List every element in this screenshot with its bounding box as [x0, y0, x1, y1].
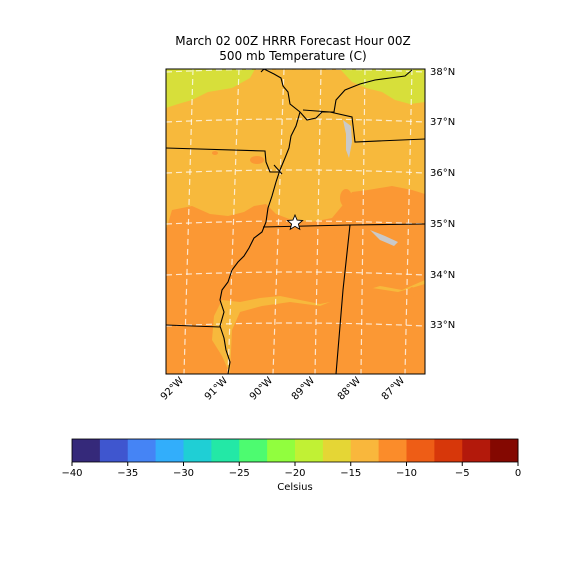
boundary-missouri-arkansas	[166, 147, 280, 173]
boundary-kentucky-tennessee	[302, 109, 425, 143]
colorbar	[72, 439, 519, 462]
field-warm-blob	[409, 287, 415, 297]
latitude-labels: 38°N 37°N 36°N 35°N 34°N 33°N	[430, 67, 455, 331]
colorbar-tick-label: 0	[515, 468, 521, 479]
colorbar-segment	[267, 439, 296, 462]
colorbar-ticks: −40 −35 −30 −25 −20 −15 −10 −5 0	[61, 462, 521, 479]
field-light-band-northwest	[166, 69, 255, 108]
colorbar-segment	[127, 439, 157, 462]
graticule	[166, 69, 425, 374]
field-warm-blob	[323, 232, 337, 250]
lon-label: 87°W	[380, 375, 407, 402]
state-boundaries	[166, 69, 425, 374]
colorbar-tick-label: −30	[173, 468, 194, 479]
colorbar-segment	[295, 439, 324, 462]
lat-label: 38°N	[430, 67, 455, 78]
colorbar-tick-label: −20	[284, 468, 305, 479]
colorbar-segment	[434, 439, 463, 462]
colorbar-segment	[378, 439, 408, 462]
lon-label: 91°W	[203, 375, 230, 402]
colorbar-label: Celsius	[277, 482, 312, 493]
field-warm-blob	[340, 189, 352, 207]
mississippi-river	[219, 111, 301, 374]
field-warm-band-southeast	[230, 284, 425, 374]
colorbar-tick-label: −25	[229, 468, 250, 479]
lat-label: 37°N	[430, 117, 455, 128]
colorbar-tick-label: −15	[340, 468, 361, 479]
field-warm-blob	[250, 156, 264, 164]
field-light-band-northeast	[340, 69, 425, 104]
chart-title: March 02 00Z HRRR Forecast Hour 00Z	[175, 34, 411, 48]
colorbar-tick-label: −35	[117, 468, 138, 479]
colorbar-segment	[183, 439, 212, 462]
lon-label: 90°W	[248, 375, 275, 402]
colorbar-segment	[239, 439, 268, 462]
temperature-field	[166, 69, 425, 374]
colorbar-segment	[211, 439, 240, 462]
colorbar-segment	[322, 439, 352, 462]
lat-label: 36°N	[430, 168, 455, 179]
colorbar-segment	[406, 439, 435, 462]
colorbar-segment	[462, 439, 491, 462]
chart-subtitle: 500 mb Temperature (C)	[219, 49, 367, 63]
lat-label: 33°N	[430, 320, 455, 331]
boundary-mississippi-alabama	[335, 224, 351, 374]
lake-pickwick	[370, 230, 398, 246]
colorbar-segment	[490, 439, 519, 462]
lat-label: 34°N	[430, 270, 455, 281]
lake-kentucky	[343, 120, 352, 158]
colorbar-tick-label: −5	[455, 468, 470, 479]
map-frame	[165, 68, 426, 375]
colorbar-segment	[350, 439, 380, 462]
lon-label: 92°W	[159, 375, 186, 402]
boundary-arkansas-louisiana	[166, 324, 221, 328]
lat-label: 35°N	[430, 219, 455, 230]
lon-label: 89°W	[290, 375, 317, 402]
colorbar-tick-label: −10	[396, 468, 417, 479]
colorbar-segment	[99, 439, 129, 462]
lon-label: 88°W	[336, 375, 363, 402]
field-warm-blob	[212, 151, 218, 155]
colorbar-segment	[155, 439, 185, 462]
field-warm-band-south	[166, 186, 425, 374]
colorbar-tick-label: −40	[61, 468, 82, 479]
ohio-river	[263, 69, 413, 121]
longitude-labels: 92°W 91°W 90°W 89°W 88°W 87°W	[159, 375, 407, 402]
colorbar-segment	[72, 439, 101, 462]
location-star-marker	[286, 213, 304, 231]
